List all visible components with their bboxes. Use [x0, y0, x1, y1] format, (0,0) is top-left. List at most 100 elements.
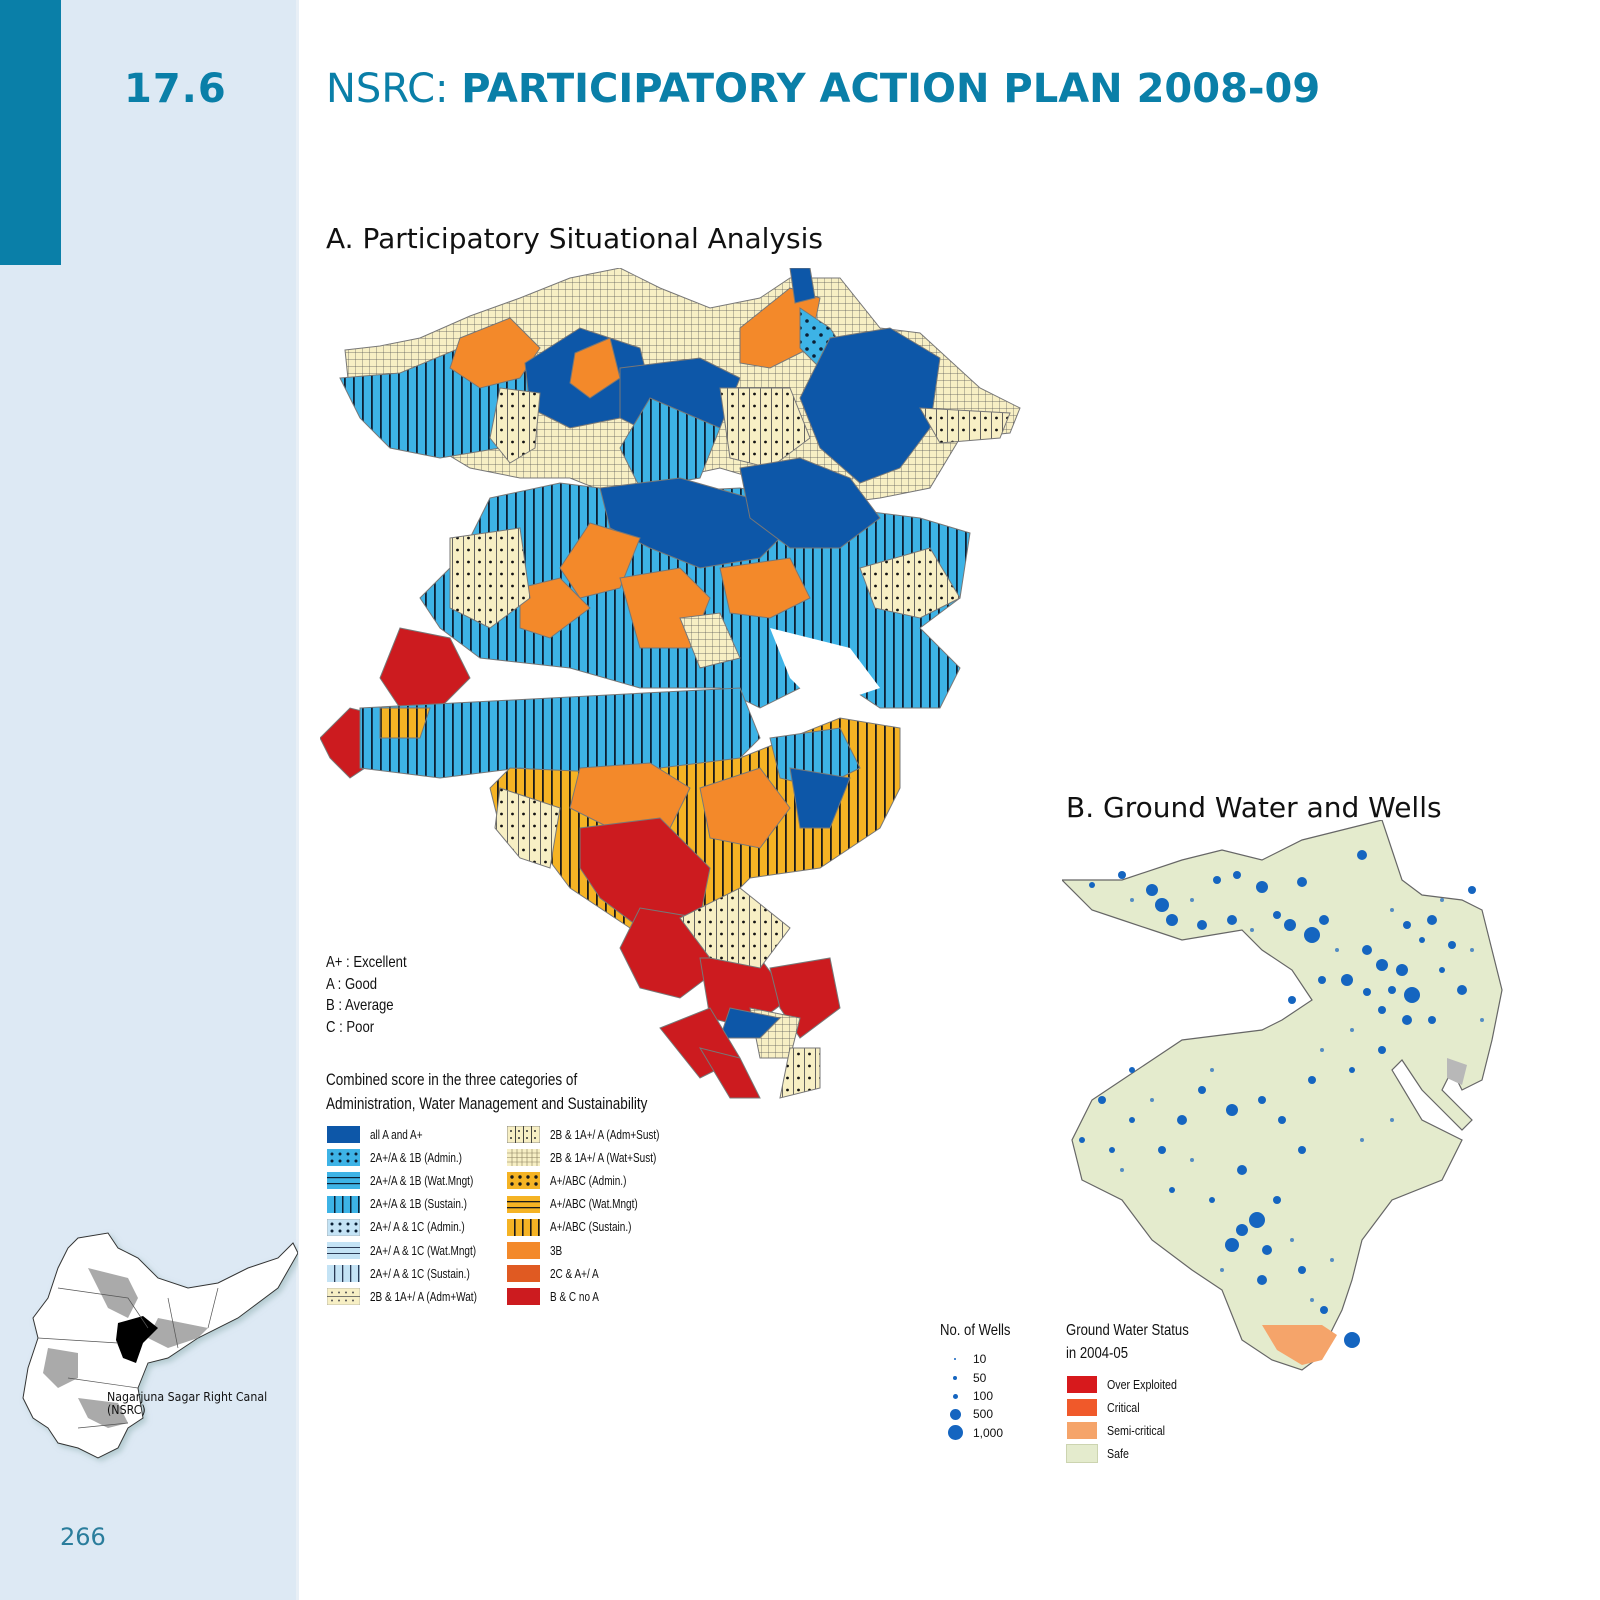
panel-b-title: B. Ground Water and Wells — [1066, 791, 1442, 824]
grade-key-item: B : Average — [326, 997, 394, 1014]
swatch-semi-critical-icon — [1067, 1422, 1097, 1439]
legend-item: 2A+/ A & 1C (Sustain.) — [327, 1262, 507, 1285]
legend-item: 2B & 1A+/ A (Adm+Wat) — [327, 1285, 507, 1308]
well-size-10-icon — [954, 1358, 956, 1360]
legend-a-title-line: Administration, Water Management and Sus… — [326, 1095, 648, 1113]
swatch-vlines-yellow-icon — [507, 1218, 540, 1236]
panel-a-title: A. Participatory Situational Analysis — [326, 222, 823, 255]
wells-legend-item: 50 — [945, 1371, 986, 1385]
swatch-hlines-blue-icon — [327, 1172, 360, 1190]
status-legend-item: Safe — [1066, 1444, 1134, 1463]
legend-label: 2A+/ A & 1C (Sustain.) — [370, 1266, 470, 1281]
wells-legend-label: 50 — [973, 1371, 987, 1385]
wells-legend-item: 500 — [945, 1407, 993, 1421]
legend-item: 2C & A+/ A — [507, 1262, 687, 1285]
legend-a-title: Combined score in the three categories o… — [326, 1068, 647, 1116]
legend-item: A+/ABC (Sustain.) — [507, 1216, 687, 1239]
wells-legend-item: 100 — [945, 1389, 993, 1403]
legend-label: 2A+/ A & 1C (Admin.) — [370, 1220, 465, 1235]
legend-item: 3B — [507, 1239, 687, 1262]
wells-legend-label: 100 — [973, 1389, 994, 1403]
grade-key-item: C : Poor — [326, 1018, 375, 1036]
legend-item: A+/ABC (Wat.Mngt) — [507, 1193, 687, 1216]
legend-a-column-2: 2B & 1A+/ A (Adm+Sust) 2B & 1A+/ A (Wat+… — [507, 1123, 687, 1309]
status-legend-label: Safe — [1107, 1446, 1129, 1461]
chapter-tab — [0, 0, 61, 265]
swatch-over-exploited-icon — [1067, 1376, 1097, 1393]
legend-item: 2B & 1A+/ A (Wat+Sust) — [507, 1146, 687, 1169]
swatch-solid-darkblue-icon — [327, 1126, 360, 1144]
legend-a-column-1: all A and A+ 2A+/A & 1B (Admin.) 2A+/A &… — [327, 1123, 507, 1309]
legend-label: all A and A+ — [370, 1127, 423, 1142]
legend-item: 2A+/A & 1B (Sustain.) — [327, 1193, 507, 1216]
swatch-hlines-yellow-icon — [507, 1195, 540, 1213]
legend-item: all A and A+ — [327, 1123, 507, 1146]
status-legend-item: Critical — [1067, 1399, 1147, 1416]
legend-item: B & C no A — [507, 1285, 687, 1308]
grade-key-item: A : Good — [326, 975, 378, 993]
well-size-100-icon — [952, 1393, 958, 1399]
swatch-safe-icon — [1066, 1444, 1098, 1463]
legend-item: 2A+/ A & 1C (Wat.Mngt) — [327, 1239, 507, 1262]
sidebar-edge — [296, 0, 299, 1600]
page-number: 266 — [60, 1523, 106, 1551]
swatch-dots-lightblue-icon — [327, 1218, 360, 1236]
swatch-solid-darkorange-icon — [507, 1265, 540, 1283]
wells-legend-label: 500 — [973, 1407, 994, 1421]
legend-item: A+/ABC (Admin.) — [507, 1169, 687, 1192]
status-legend-item: Semi-critical — [1067, 1422, 1178, 1439]
legend-label: 2B & 1A+/ A (Wat+Sust) — [550, 1150, 657, 1165]
grade-key-item: A+ : Excellent — [326, 954, 407, 971]
title-prefix: NSRC: — [326, 66, 462, 112]
wells-legend-item: 1,000 — [945, 1425, 1003, 1440]
locator-label-line: Nagarjuna Sagar Right Canal — [107, 1390, 268, 1404]
well-size-500-icon — [949, 1408, 961, 1420]
legend-label: 2A+/A & 1B (Wat.Mngt) — [370, 1173, 474, 1188]
swatch-solid-orange-icon — [507, 1242, 540, 1260]
swatch-critical-icon — [1067, 1399, 1097, 1416]
section-number: 17.6 — [124, 66, 227, 112]
legend-label: 2A+/A & 1B (Admin.) — [370, 1150, 462, 1165]
wells-legend-label: 10 — [973, 1352, 987, 1366]
page-title: NSRC: PARTICIPATORY ACTION PLAN 2008-09 — [326, 66, 1320, 112]
legend-a-title-line: Combined score in the three categories o… — [326, 1071, 578, 1089]
swatch-solid-red-icon — [507, 1288, 540, 1306]
legend-label: B & C no A — [550, 1289, 599, 1304]
legend-label: 2A+/ A & 1C (Wat.Mngt) — [370, 1243, 477, 1258]
wells-legend-item: 10 — [945, 1352, 986, 1366]
title-main: PARTICIPATORY ACTION PLAN 2008-09 — [461, 66, 1321, 112]
ground-water-map — [1062, 820, 1503, 1371]
legend-label: 2B & 1A+/ A (Adm+Wat) — [370, 1289, 477, 1304]
swatch-grid-cream-icon — [507, 1149, 540, 1167]
legend-label: 3B — [550, 1243, 563, 1258]
status-legend-label: Semi-critical — [1107, 1423, 1166, 1438]
wells-legend-label: 1,000 — [973, 1425, 1004, 1440]
legend-item: 2B & 1A+/ A (Adm+Sust) — [507, 1123, 687, 1146]
status-legend-label: Critical — [1107, 1400, 1140, 1415]
swatch-hdots-cream-icon — [327, 1288, 360, 1306]
legend-label: 2A+/A & 1B (Sustain.) — [370, 1197, 467, 1212]
swatch-vlines-lightblue-icon — [327, 1265, 360, 1283]
wells-legend-title: No. of Wells — [940, 1322, 1011, 1339]
status-legend-item: Over Exploited — [1067, 1376, 1192, 1393]
legend-item: 2A+/ A & 1C (Admin.) — [327, 1216, 507, 1239]
swatch-dots-yellow-icon — [507, 1172, 540, 1190]
locator-label: Nagarjuna Sagar Right Canal (NSRC) — [107, 1391, 267, 1417]
swatch-vdots-cream-icon — [507, 1126, 540, 1144]
locator-map — [22, 1232, 298, 1459]
legend-label: 2C & A+/ A — [550, 1266, 599, 1281]
status-legend-title: Ground Water Status in 2004-05 — [1066, 1319, 1189, 1365]
swatch-vlines-blue-icon — [327, 1195, 360, 1213]
legend-item: 2A+/A & 1B (Admin.) — [327, 1146, 507, 1169]
status-legend-label: Over Exploited — [1107, 1377, 1177, 1392]
swatch-dots-blue-icon — [327, 1149, 360, 1167]
legend-label: A+/ABC (Wat.Mngt) — [550, 1197, 638, 1212]
locator-label-line: (NSRC) — [107, 1403, 146, 1417]
legend-label: A+/ABC (Admin.) — [550, 1173, 627, 1188]
swatch-hlines-lightblue-icon — [327, 1242, 360, 1260]
grade-key: A+ : Excellent A : Good B : Average C : … — [326, 952, 407, 1038]
legend-label: A+/ABC (Sustain.) — [550, 1220, 632, 1235]
status-legend-title-line: in 2004-05 — [1066, 1345, 1129, 1362]
legend-item: 2A+/A & 1B (Wat.Mngt) — [327, 1169, 507, 1192]
well-size-1000-icon — [947, 1425, 963, 1440]
